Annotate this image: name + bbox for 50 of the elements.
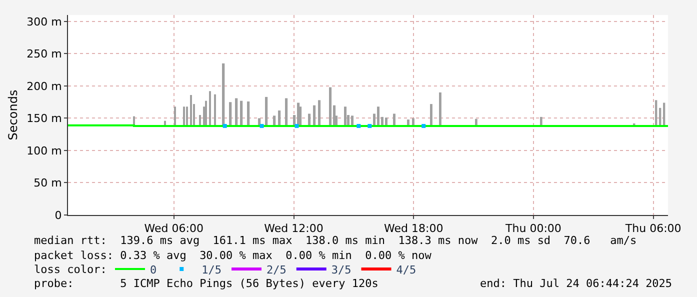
bar: [308, 114, 311, 126]
bar: [214, 94, 216, 126]
bar: [247, 101, 250, 126]
text: probe: 5 ICMP Echo Pings (56 Bytes) every 120s: [34, 277, 378, 290]
y-tick-label: 100 m: [26, 144, 62, 158]
bar: [199, 115, 201, 126]
bar: [209, 91, 211, 126]
x-tick-label: Thu 06:00: [624, 222, 682, 236]
bar: [265, 96, 268, 126]
legend-label: 4/5: [396, 263, 416, 276]
y-tick-label: 200 m: [26, 80, 62, 93]
bar: [190, 95, 192, 126]
bar: [299, 106, 302, 126]
text: packet loss: 0.33 % avg 30.00 % max 0.00 % min 0.00 % now: [34, 249, 432, 262]
bar: [430, 104, 432, 126]
bar: [240, 100, 243, 126]
bar: [235, 98, 238, 126]
bar: [229, 102, 232, 126]
bar: [285, 98, 288, 126]
bar: [439, 92, 442, 126]
legend-label: 1/5: [202, 263, 222, 276]
bar: [351, 116, 354, 126]
text: loss color:: [34, 263, 107, 276]
x-tick-label: Wed 12:00: [264, 222, 324, 236]
x-tick-label: Wed 18:00: [384, 222, 444, 236]
bar: [174, 106, 176, 126]
text: median rtt: 139.6 ms avg 161.1 ms max 138.0 ms min 138.3 ms now 2.0 ms sd 70.6 am/s: [34, 234, 637, 247]
y-tick-label: 150 m: [26, 112, 62, 126]
bar: [222, 63, 225, 126]
legend-label: 2/5: [266, 263, 286, 276]
y-tick-label: 300 m: [26, 15, 62, 28]
bar: [329, 87, 332, 126]
bar: [318, 100, 321, 126]
bar: [186, 106, 188, 126]
x-tick-label: Wed 06:00: [144, 222, 204, 236]
y-tick-label: 0: [54, 208, 62, 222]
y-axis-title: Seconds: [6, 90, 20, 140]
legend-label: 3/5: [331, 263, 352, 276]
bar: [183, 106, 185, 126]
bar: [278, 110, 281, 126]
legend-label: 0: [150, 263, 157, 276]
x-tick-label: Thu 00:00: [504, 222, 562, 236]
bar: [313, 105, 316, 126]
text: end: Thu Jul 24 06:44:24 2025: [480, 277, 672, 290]
y-tick-label: 50 m: [34, 176, 62, 190]
bar: [393, 114, 396, 126]
bar: [205, 100, 207, 126]
y-tick-label: 250 m: [26, 48, 62, 61]
bar: [377, 106, 380, 126]
bar: [344, 106, 347, 126]
